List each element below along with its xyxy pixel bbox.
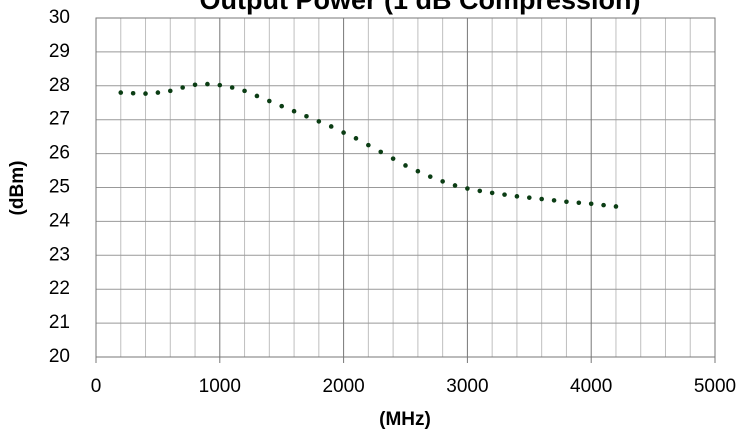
data-point [489, 190, 495, 196]
data-point [229, 85, 235, 90]
data-point [427, 174, 433, 179]
data-point [304, 114, 309, 119]
data-point [564, 199, 569, 205]
data-point [353, 136, 359, 141]
y-tick-label: 23 [49, 244, 70, 265]
data-point [378, 149, 384, 155]
y-tick-label: 28 [49, 75, 70, 96]
data-point [527, 195, 532, 200]
y-tick-label: 25 [49, 177, 70, 198]
data-point [130, 90, 136, 96]
data-point [440, 179, 445, 184]
data-point [366, 142, 371, 148]
x-tick-label: 3000 [446, 376, 488, 397]
y-tick-label: 21 [49, 312, 70, 333]
data-point [539, 196, 544, 202]
data-point [242, 88, 247, 94]
data-point [465, 186, 470, 191]
data-point [403, 163, 408, 168]
data-point [576, 200, 582, 206]
data-point [316, 119, 322, 124]
data-point [205, 81, 210, 87]
data-point [180, 85, 185, 90]
y-tick-label: 27 [49, 109, 70, 130]
data-point [514, 194, 520, 199]
y-tick-label: 24 [49, 210, 71, 231]
data-point [588, 201, 594, 207]
x-tick-label: 4000 [570, 376, 612, 397]
data-point [328, 124, 334, 129]
x-tick-label: 0 [91, 376, 102, 397]
data-point [601, 202, 606, 208]
data-point [118, 90, 124, 95]
data-point [192, 82, 198, 88]
data-point [477, 188, 483, 194]
x-tick-label: 5000 [694, 376, 736, 397]
data-point [341, 130, 346, 135]
data-point [291, 108, 297, 114]
data-point [267, 98, 272, 104]
y-tick-label: 22 [49, 278, 70, 299]
x-tick-label: 1000 [199, 376, 241, 397]
y-tick-label: 29 [49, 41, 70, 62]
y-tick-label: 20 [49, 346, 70, 367]
data-point [279, 103, 285, 109]
y-tick-label: 26 [49, 143, 70, 164]
x-tick-label: 2000 [322, 376, 364, 397]
data-point [155, 90, 161, 95]
data-point [217, 82, 223, 88]
data-point [613, 204, 619, 209]
data-point [390, 156, 396, 161]
data-point [143, 91, 148, 96]
data-point [502, 192, 507, 197]
y-tick-label: 30 [49, 7, 70, 28]
data-point [452, 183, 458, 188]
chart-title: Output Power (1 dB Compression) [199, 0, 640, 15]
data-point [415, 168, 421, 174]
x-axis-label: (MHz) [379, 409, 431, 430]
y-axis-label: (dBm) [7, 161, 28, 216]
data-point [254, 93, 260, 99]
data-point [167, 88, 173, 94]
plot-border [95, 17, 716, 358]
data-point [551, 198, 557, 203]
